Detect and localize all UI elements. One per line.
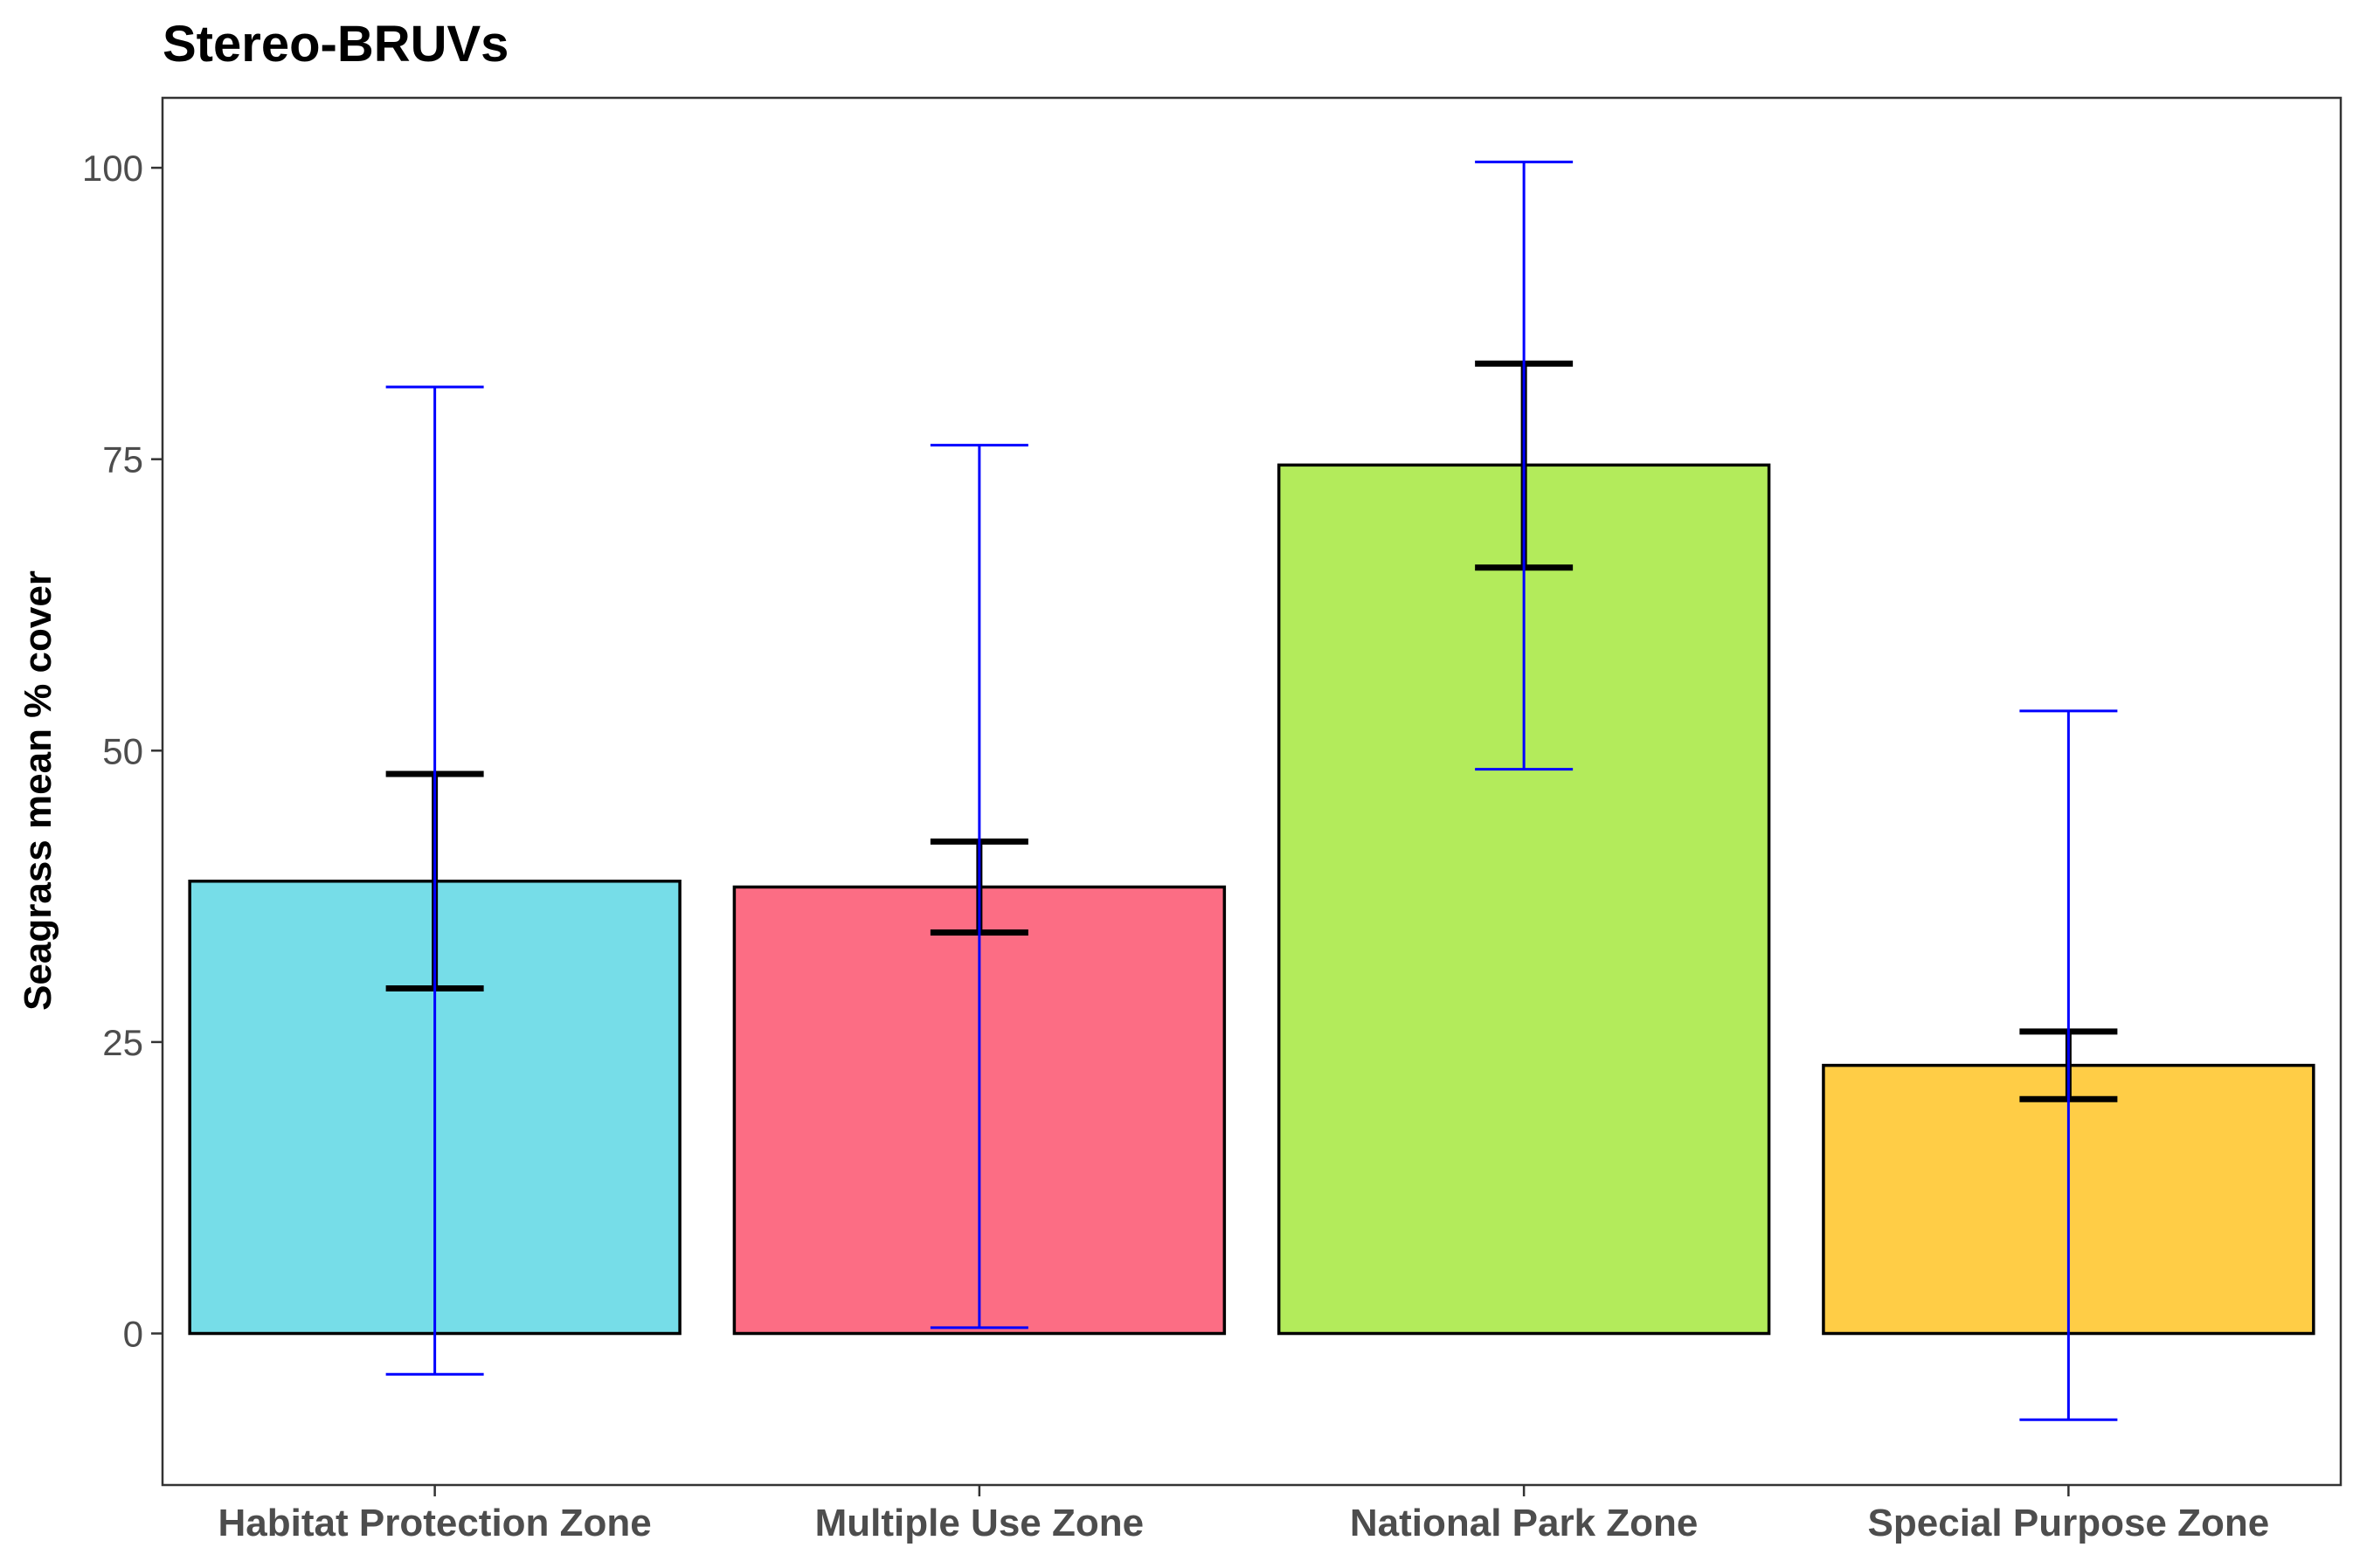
ci-error-bar (385, 385, 484, 1376)
plot-panel-border (161, 96, 2343, 1487)
chart-title: Stereo-BRUVs (163, 16, 509, 73)
y-tick-label: 25 (102, 1022, 143, 1063)
x-tick-label: National Park Zone (1350, 1502, 1699, 1544)
y-tick-label: 0 (123, 1314, 143, 1355)
confidence-interval-bars-layer (385, 160, 2118, 1421)
x-tick-label: Multiple Use Zone (815, 1502, 1144, 1544)
y-axis-label: Seagrass mean % cover (17, 570, 59, 1011)
x-tick-label: Special Purpose Zone (1868, 1502, 2270, 1544)
y-tick-label: 75 (102, 439, 143, 480)
y-tick-label: 100 (82, 148, 143, 189)
bars-layer (188, 463, 2315, 1336)
y-tick-label: 50 (102, 730, 143, 771)
ci-error-bar (1475, 160, 1574, 771)
x-tick-label: Habitat Protection Zone (218, 1502, 652, 1544)
ci-error-bar (2019, 709, 2118, 1421)
y-axis: 0 25 50 75 100 (82, 148, 163, 1355)
ci-error-bar (930, 444, 1028, 1330)
x-axis: Habitat Protection Zone Multiple Use Zone… (218, 1485, 2270, 1544)
